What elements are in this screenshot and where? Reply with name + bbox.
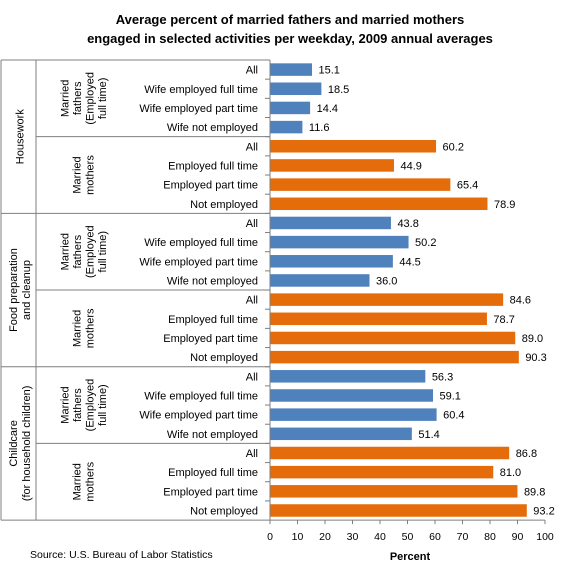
x-tick-label-3: 30 <box>347 531 359 543</box>
data-label-0-0-3: 11.6 <box>309 122 330 134</box>
chart-title-line-2: engaged in selected activities per weekd… <box>87 31 493 46</box>
data-label-1-0-2: 44.5 <box>399 256 420 268</box>
category-label-1-1-2: Employed part time <box>163 333 258 345</box>
category-label-0-1-3: Not employed <box>190 199 258 211</box>
bar-1-1-0 <box>270 293 504 306</box>
source-note: Source: U.S. Bureau of Labor Statistics <box>30 549 213 561</box>
x-tick-label-4: 40 <box>374 531 386 543</box>
x-axis-title: Percent <box>390 551 431 563</box>
data-label-1-1-2: 89.0 <box>522 333 543 345</box>
x-tick-label-5: 50 <box>402 531 414 543</box>
subgroup-label-1-0: Marriedfathers(Employedfull time) <box>59 225 109 278</box>
category-label-1-0-0: All <box>246 218 258 230</box>
subgroup-label-1-1: Marriedmothers <box>72 308 97 348</box>
category-label-0-0-1: Wife employed full time <box>144 84 258 96</box>
bar-0-0-2 <box>270 101 311 115</box>
bar-2-1-1 <box>270 465 494 479</box>
category-label-0-1-2: Employed part time <box>163 180 258 192</box>
bar-2-1-2 <box>270 485 518 498</box>
bar-1-0-1 <box>270 235 409 249</box>
x-tick-label-10: 100 <box>536 531 554 543</box>
data-label-0-0-0: 15.1 <box>319 65 340 77</box>
bar-2-1-0 <box>270 446 510 460</box>
data-label-2-1-2: 89.8 <box>524 486 545 498</box>
data-label-0-1-2: 65.4 <box>457 180 478 192</box>
data-label-2-0-2: 60.4 <box>443 410 464 422</box>
subgroup-label-2-0: Marriedfathers(Employedfull time) <box>59 379 109 432</box>
category-label-2-1-3: Not employed <box>190 505 258 517</box>
data-label-1-0-0: 43.8 <box>397 218 418 230</box>
data-label-1-1-1: 78.7 <box>493 314 514 326</box>
category-label-2-1-0: All <box>246 448 258 460</box>
category-label-1-0-1: Wife employed full time <box>144 237 258 249</box>
bar-1-1-1 <box>270 312 487 326</box>
bar-2-1-3 <box>270 504 527 517</box>
bar-2-0-1 <box>270 389 434 402</box>
x-tick-label-6: 60 <box>429 531 441 543</box>
bar-0-1-3 <box>270 197 488 211</box>
category-label-2-0-3: Wife not employed <box>167 429 258 441</box>
x-tick-label-9: 90 <box>512 531 524 543</box>
activity-label-1: Food preparationand cleanup <box>8 248 33 332</box>
category-label-0-0-3: Wife not employed <box>167 122 258 134</box>
data-label-2-1-1: 81.0 <box>500 467 521 479</box>
activity-label-0: Housework <box>15 109 27 165</box>
subgroup-label-2-1: Marriedmothers <box>72 461 97 501</box>
category-label-1-1-0: All <box>246 295 258 307</box>
data-label-0-1-3: 78.9 <box>494 199 515 211</box>
bar-1-1-2 <box>270 331 516 345</box>
plot-area: All 15.1 Wife employed full time 18.5 Wife e… <box>0 59 555 543</box>
subgroup-label-0-1: Marriedmothers <box>72 155 97 195</box>
category-label-2-0-2: Wife employed part time <box>139 410 258 422</box>
data-label-0-1-1: 44.9 <box>400 160 421 172</box>
data-label-1-0-3: 36.0 <box>376 275 397 287</box>
bar-2-0-0 <box>270 370 426 383</box>
data-label-2-0-0: 56.3 <box>432 371 453 383</box>
x-tick-label-8: 80 <box>484 531 496 543</box>
bar-0-1-1 <box>270 159 394 172</box>
data-label-0-0-2: 14.4 <box>317 103 338 115</box>
category-label-1-1-1: Employed full time <box>168 314 258 326</box>
category-label-1-0-2: Wife employed part time <box>139 256 258 268</box>
bar-0-0-3 <box>270 120 303 134</box>
x-tick-label-2: 20 <box>319 531 331 543</box>
x-tick-label-7: 70 <box>457 531 469 543</box>
data-label-1-1-3: 90.3 <box>525 352 546 364</box>
category-label-0-0-0: All <box>246 65 258 77</box>
bar-0-1-0 <box>270 140 437 153</box>
data-label-1-1-0: 84.6 <box>510 295 531 307</box>
bar-2-0-2 <box>270 408 437 421</box>
bar-2-0-3 <box>270 427 412 441</box>
x-tick-label-1: 10 <box>292 531 304 543</box>
category-label-2-0-0: All <box>246 371 258 383</box>
category-label-0-1-0: All <box>246 141 258 153</box>
category-label-2-1-2: Employed part time <box>163 486 258 498</box>
data-label-1-0-1: 50.2 <box>415 237 436 249</box>
category-label-1-0-3: Wife not employed <box>167 275 258 287</box>
bar-1-0-3 <box>270 274 370 287</box>
category-label-1-1-3: Not employed <box>190 352 258 364</box>
data-label-2-1-0: 86.8 <box>516 448 537 460</box>
activity-label-2: Childcare(for household children) <box>8 386 33 502</box>
category-label-2-1-1: Employed full time <box>168 467 258 479</box>
data-label-2-0-3: 51.4 <box>418 429 439 441</box>
data-label-0-1-0: 60.2 <box>443 141 464 153</box>
bar-1-0-0 <box>270 216 391 230</box>
bar-1-0-2 <box>270 255 393 268</box>
bar-0-1-2 <box>270 178 451 191</box>
category-label-2-0-1: Wife employed full time <box>144 390 258 402</box>
data-label-2-0-1: 59.1 <box>440 390 461 402</box>
bar-0-0-0 <box>270 63 313 76</box>
category-label-0-1-1: Employed full time <box>168 160 258 172</box>
subgroup-label-0-0: Marriedfathers(Employedfull time) <box>59 72 109 125</box>
data-label-2-1-3: 93.2 <box>533 505 554 517</box>
bar-0-0-1 <box>270 82 322 96</box>
category-label-0-0-2: Wife employed part time <box>139 103 258 115</box>
x-tick-label-0: 0 <box>267 531 273 543</box>
data-label-0-0-1: 18.5 <box>328 84 349 96</box>
bar-1-1-3 <box>270 350 519 364</box>
chart-title-line-1: Average percent of married fathers and m… <box>116 12 464 27</box>
